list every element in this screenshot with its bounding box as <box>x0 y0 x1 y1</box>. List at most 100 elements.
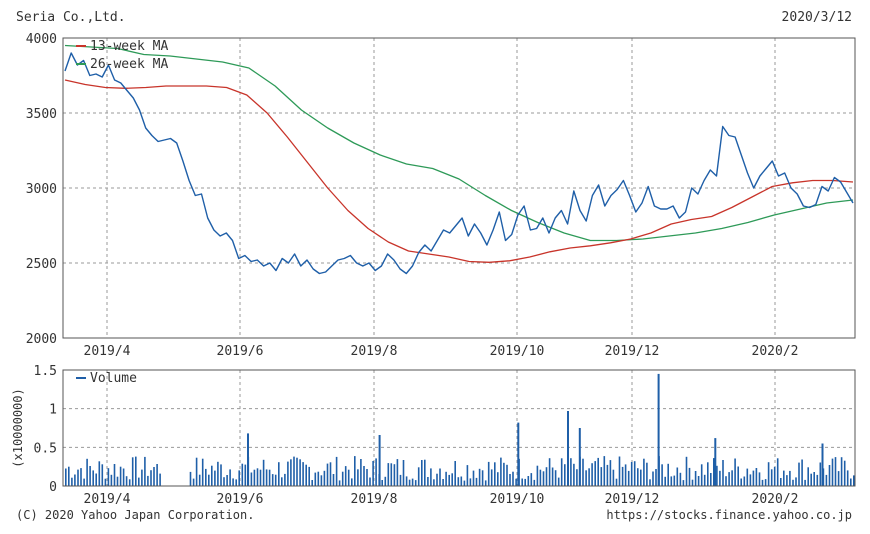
volume-bar <box>229 469 231 486</box>
volume-bar <box>819 462 822 486</box>
volume-bar <box>387 463 390 486</box>
legend-label-ma13: 13-week MA <box>90 39 168 54</box>
volume-bar <box>487 461 490 486</box>
volume-bar <box>746 468 749 486</box>
volume-bar <box>384 476 387 486</box>
volume-bar <box>597 457 599 486</box>
volume-bar <box>232 478 234 486</box>
volume-bar <box>503 462 505 486</box>
volume-bar <box>369 477 371 486</box>
volume-bar <box>776 458 779 486</box>
volume-bar <box>399 474 402 486</box>
volume-bar <box>667 463 669 486</box>
volume-bar <box>454 461 456 486</box>
volume-bar <box>302 462 304 486</box>
volume-bar <box>618 456 621 486</box>
volume-bar <box>682 480 685 486</box>
volume-bar <box>664 476 666 486</box>
volume-bar <box>810 473 812 486</box>
legend-label-volume: Volume <box>90 371 137 386</box>
volume-bar <box>731 470 733 486</box>
volume-bar <box>445 471 447 486</box>
volume-bar <box>159 473 161 486</box>
price-x-tick: 2019/6 <box>217 344 264 359</box>
volume-bar <box>128 479 131 486</box>
price-y-tick: 2000 <box>26 332 57 347</box>
volume-bar <box>278 462 280 486</box>
grid-layer <box>63 38 855 486</box>
volume-bar <box>101 464 104 486</box>
volume-bar <box>557 477 560 486</box>
volume-bar <box>329 462 332 486</box>
source-link[interactable]: https://stocks.finance.yahoo.co.jp <box>606 508 852 522</box>
volume-bar <box>767 462 770 486</box>
volume-bar <box>414 480 417 486</box>
volume-bar <box>475 477 478 486</box>
volume-bar <box>122 468 125 486</box>
volume-bar <box>144 456 146 486</box>
volume-bar <box>831 458 834 486</box>
price-y-tick: 4000 <box>26 32 57 47</box>
volume-bar <box>338 480 341 486</box>
volume-bar <box>789 470 791 486</box>
volume-bar <box>612 469 615 486</box>
volume-bar <box>189 471 192 486</box>
volume-bar <box>424 459 426 486</box>
volume-bar <box>262 459 265 486</box>
volume-bar <box>354 456 356 486</box>
volume-bar <box>86 458 88 486</box>
volume-bar <box>360 459 362 486</box>
volume-bar <box>609 460 612 486</box>
volume-bar <box>673 475 676 486</box>
volume-bar <box>351 478 353 486</box>
volume-bar <box>539 469 542 486</box>
volume-bar <box>804 479 806 486</box>
volume-bar <box>433 479 435 486</box>
volume-y-tick: 0 <box>49 480 57 495</box>
volume-bar <box>722 460 724 486</box>
volume-bar <box>393 464 396 486</box>
volume-bar <box>780 478 782 486</box>
volume-bar <box>65 468 67 486</box>
volume-bar <box>95 473 97 486</box>
volume-bar <box>798 462 800 486</box>
volume-bar <box>740 478 742 486</box>
volume-bar <box>773 466 776 486</box>
volume-bar <box>585 470 587 486</box>
volume-bar <box>853 475 855 486</box>
volume-bar <box>743 476 746 486</box>
volume-bar-spike <box>567 411 569 486</box>
volume-bar <box>506 464 508 486</box>
ma13-line <box>64 79 854 263</box>
volume-bar <box>576 469 578 486</box>
volume-bar <box>843 460 846 486</box>
volume-bar <box>649 479 651 486</box>
volume-bar <box>147 475 149 486</box>
volume-bar <box>725 476 727 486</box>
volume-bar <box>89 466 91 486</box>
volume-bar <box>710 473 712 486</box>
volume-bar <box>293 456 295 486</box>
volume-bar <box>716 465 718 486</box>
volume-bar <box>825 474 828 486</box>
volume-bar <box>314 472 317 486</box>
volume-bar <box>707 462 709 486</box>
volume-bar-spike <box>247 433 249 486</box>
volume-panel-frame <box>62 369 856 487</box>
volume-bar <box>606 464 609 486</box>
volume-bar <box>521 478 523 486</box>
volume-bar <box>530 473 533 486</box>
volume-bar-spike <box>378 435 381 486</box>
volume-bar <box>497 472 499 486</box>
volume-bar <box>138 477 140 486</box>
volume-bar <box>430 468 432 486</box>
volume-bar <box>524 478 526 486</box>
volume-bar <box>119 466 122 486</box>
volume-bar <box>125 476 128 486</box>
volume-bar <box>436 473 438 486</box>
volume-bar <box>463 480 466 486</box>
volume-bar <box>466 465 469 486</box>
price-panel-frame <box>62 37 856 339</box>
volume-bar <box>661 464 663 486</box>
